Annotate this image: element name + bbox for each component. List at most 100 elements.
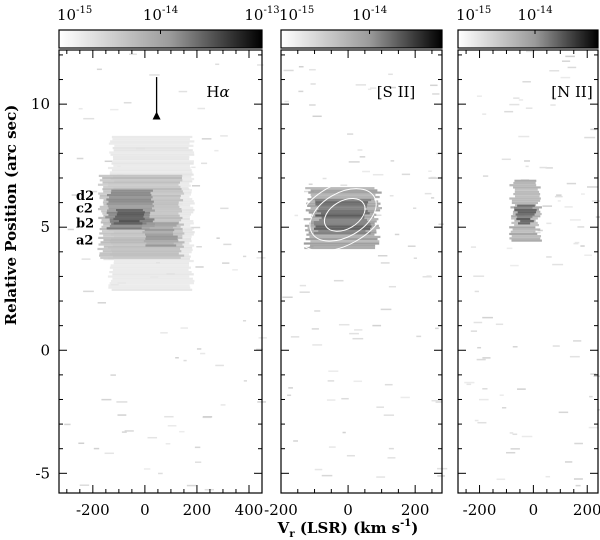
emission-row bbox=[513, 181, 536, 185]
noise-streak bbox=[482, 316, 493, 319]
noise-streak bbox=[473, 275, 485, 277]
noise-streak bbox=[438, 223, 444, 225]
noise-streak bbox=[370, 87, 377, 89]
emission-row bbox=[511, 235, 542, 238]
noise-streak bbox=[524, 160, 531, 162]
noise-streak bbox=[309, 104, 316, 106]
noise-streak bbox=[384, 383, 393, 386]
emission-row bbox=[108, 142, 190, 145]
noise-streak bbox=[372, 173, 384, 176]
emission-row bbox=[314, 227, 371, 230]
noise-streak bbox=[201, 162, 208, 165]
noise-streak bbox=[380, 262, 390, 264]
noise-streak bbox=[78, 107, 83, 110]
noise-streak bbox=[573, 478, 583, 480]
emission-row bbox=[515, 213, 535, 216]
emission-row bbox=[310, 244, 376, 247]
emission-row bbox=[511, 201, 538, 205]
noise-streak bbox=[353, 380, 363, 383]
emission-row bbox=[303, 242, 380, 245]
colorbar-tick-base: 10 bbox=[244, 6, 263, 24]
noise-streak bbox=[539, 166, 547, 169]
noise-streak bbox=[215, 63, 220, 66]
noise-streak bbox=[552, 263, 564, 266]
noise-streak bbox=[282, 296, 293, 298]
noise-streak bbox=[542, 205, 553, 207]
noise-streak bbox=[430, 197, 435, 199]
noise-streak bbox=[401, 173, 411, 176]
noise-streak bbox=[158, 472, 163, 475]
emission-row bbox=[109, 271, 192, 274]
noise-streak bbox=[216, 237, 220, 239]
noise-streak bbox=[326, 399, 336, 401]
noise-streak bbox=[428, 177, 439, 179]
emission-row bbox=[102, 176, 182, 180]
emission-row bbox=[113, 217, 145, 221]
noise-streak bbox=[496, 478, 506, 481]
noise-streak bbox=[428, 170, 432, 172]
emission-row bbox=[108, 200, 154, 203]
emission-row bbox=[100, 241, 185, 244]
plot-frame bbox=[280, 49, 443, 494]
noise-streak bbox=[464, 381, 475, 384]
emission-row bbox=[509, 197, 541, 200]
emission-row bbox=[514, 190, 540, 193]
noise-streak bbox=[76, 157, 84, 160]
noise-streak bbox=[186, 484, 197, 487]
noise-streak bbox=[110, 108, 119, 111]
x-tick-label: 0 bbox=[343, 501, 353, 519]
noise-streak bbox=[499, 394, 504, 396]
noise-streak bbox=[437, 475, 446, 477]
emission-row bbox=[116, 208, 143, 212]
emission-row bbox=[98, 174, 183, 177]
noise-streak bbox=[257, 64, 264, 66]
noise-streak bbox=[298, 65, 304, 68]
noise-streak bbox=[509, 432, 514, 434]
colorbar-tick-base: 10 bbox=[57, 6, 76, 24]
colorbar-tick-base: 10 bbox=[517, 6, 536, 24]
emission-row bbox=[512, 228, 541, 231]
noise-streak bbox=[191, 185, 201, 187]
emission-row bbox=[101, 230, 183, 233]
noise-streak bbox=[328, 446, 336, 448]
noise-streak bbox=[183, 359, 187, 362]
noise-streak bbox=[83, 117, 95, 120]
noise-streak bbox=[400, 396, 410, 399]
noise-streak bbox=[67, 228, 74, 231]
noise-streak bbox=[143, 468, 151, 470]
emission-row bbox=[320, 212, 370, 215]
noise-streak bbox=[584, 254, 592, 256]
noise-streak bbox=[380, 308, 392, 311]
emission-row bbox=[107, 275, 190, 278]
noise-streak bbox=[466, 383, 472, 386]
noise-streak bbox=[121, 431, 127, 433]
noise-streak bbox=[416, 335, 422, 338]
emission-row bbox=[321, 216, 365, 219]
noise-streak bbox=[196, 348, 202, 350]
knot-label-c2: c2 bbox=[76, 202, 93, 217]
colorbar-frame bbox=[457, 29, 599, 49]
noise-streak bbox=[312, 344, 323, 346]
noise-streak bbox=[569, 219, 581, 221]
noise-streak bbox=[214, 149, 219, 152]
noise-streak bbox=[584, 136, 596, 139]
noise-streak bbox=[545, 475, 551, 478]
x-axis-label-subscript: r bbox=[289, 529, 295, 540]
noise-streak bbox=[179, 430, 185, 433]
emission-row bbox=[509, 184, 537, 187]
emission-row bbox=[106, 202, 153, 206]
noise-streak bbox=[521, 435, 533, 438]
noise-streak bbox=[593, 375, 600, 378]
emission-row bbox=[516, 217, 531, 221]
emission-row bbox=[112, 268, 189, 271]
colorbar bbox=[458, 30, 598, 48]
noise-streak bbox=[354, 329, 363, 331]
emission-row bbox=[146, 242, 174, 245]
colorbar-tick-label: 10-14 bbox=[517, 5, 552, 24]
emission-row bbox=[514, 208, 537, 212]
emission-row bbox=[509, 237, 541, 240]
noise-streak bbox=[314, 310, 321, 312]
emission-row bbox=[113, 164, 190, 167]
noise-streak bbox=[407, 245, 416, 247]
noise-streak bbox=[64, 423, 71, 426]
